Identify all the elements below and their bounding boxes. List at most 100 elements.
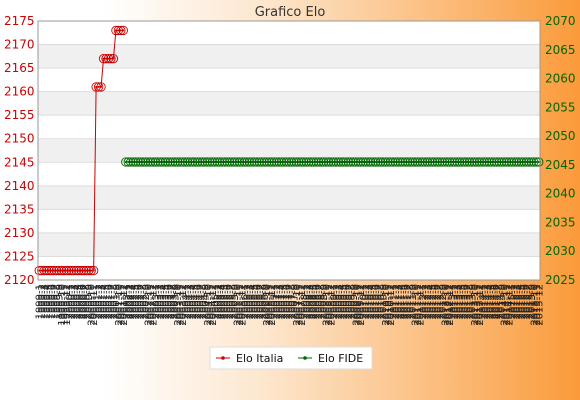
x-tick-label: 2002-11: [146, 284, 157, 326]
right-tick-label: 2040: [545, 187, 576, 201]
x-tick-label: 2003-5: [161, 284, 172, 319]
data-point-ring: [96, 82, 106, 92]
data-point: [109, 57, 112, 60]
x-tick-label: 2009-4: [336, 284, 347, 319]
x-tick-label: 2015-11: [532, 284, 543, 326]
data-point-ring: [118, 25, 128, 36]
x-tick-label: 2004-2: [183, 284, 194, 319]
x-tick-label: 2002-2: [124, 284, 135, 319]
x-tick-label: 2006-7: [255, 284, 266, 319]
x-tick-label: 2012-10: [440, 284, 451, 326]
x-tick-label: 2001-4: [99, 284, 110, 319]
x-tick-label: 2011-11: [413, 284, 424, 326]
left-tick-label: 2165: [4, 61, 35, 75]
x-tick-label: 2007-2: [272, 284, 283, 319]
data-point: [90, 269, 93, 272]
legend-item-elo-italia[interactable]: Elo Italia: [216, 352, 283, 365]
x-tick-label: 2013-12: [475, 284, 486, 326]
x-tick-label: 1999-9: [55, 284, 66, 319]
left-tick-label: 2160: [4, 85, 35, 99]
x-tick-label: 2007-5: [280, 284, 291, 319]
legend-marker-elo-italia: [221, 356, 225, 360]
x-tick-label: 2002-8: [139, 284, 150, 319]
x-tick-label: 2007-4: [277, 284, 288, 319]
x-tick-label: 2001-7: [106, 284, 117, 319]
x-tick-label: 2000-3: [69, 284, 80, 319]
x-tick-label: 2010-8: [376, 284, 387, 319]
x-tick-label: 2010-9: [378, 284, 389, 319]
x-tick-label: 2007-7: [285, 284, 296, 319]
x-tick-label: 2006-10: [262, 284, 273, 326]
legend-marker-elo-fide: [303, 356, 307, 360]
left-tick-label: 2130: [4, 226, 35, 240]
right-axis-ticks: 2025 2030 2035 2040 2045 2050 2055 2060 2065 2070: [545, 14, 576, 287]
grid-band: [38, 232, 540, 257]
x-tick-label: 2002-5: [131, 284, 142, 319]
legend-item-elo-fide[interactable]: Elo FIDE: [298, 352, 363, 365]
x-tick-label: 2008-7: [314, 284, 325, 319]
x-tick-label: 2009-11: [354, 284, 365, 326]
x-tick-label: 2004-4: [188, 284, 199, 319]
grid-band: [38, 138, 540, 163]
x-tick-label: 2000-10: [87, 284, 98, 326]
plot-area-border: [37, 20, 541, 281]
x-tick-label: 2008-11: [324, 284, 335, 326]
x-tick-label: 2015-6: [519, 284, 530, 319]
x-tick-label: 2014-5: [487, 284, 498, 319]
x-tick-label: 2004-12: [208, 284, 219, 326]
x-tick-label: 2009-6: [341, 284, 352, 319]
x-tick-label: 2000-7: [79, 284, 90, 319]
x-tick-label: 2013-2: [450, 284, 461, 319]
x-tick-label: 2000-8: [82, 284, 93, 319]
x-tick-label: 2013-9: [467, 284, 478, 319]
x-tick-label: 2014-8: [495, 284, 506, 319]
x-tick-label: 2000-5: [74, 284, 85, 319]
x-tick-label: 2005-7: [225, 284, 236, 319]
x-tick-label: 2006-9: [260, 284, 271, 319]
x-tick-label: 2013-10: [470, 284, 481, 326]
x-tick-label: 2001-11: [116, 284, 127, 326]
x-tick-label: 2001-2: [94, 284, 105, 319]
x-tick-label: 2005-11: [235, 284, 246, 326]
x-tick-label: 2006-4: [247, 284, 258, 319]
left-tick-label: 2150: [4, 132, 35, 146]
right-tick-label: 2030: [545, 244, 576, 258]
x-tick-label: 2015-8: [524, 284, 535, 319]
x-tick-label: 2006-11: [265, 284, 276, 326]
x-tick-label: 2008-3: [304, 284, 315, 319]
x-tick-label: 2010-4: [366, 284, 377, 319]
x-tick-label: 2001-1: [92, 284, 103, 319]
x-tick-label: 2012-8: [435, 284, 446, 319]
grid-band: [38, 44, 540, 69]
left-tick-label: 2120: [4, 273, 35, 287]
x-tick-label: 2011-12: [416, 284, 427, 326]
x-tick-label: 2007-8: [287, 284, 298, 319]
x-tick-label: 2011-8: [406, 284, 417, 319]
x-tick-label: 2008-2: [302, 284, 313, 319]
x-tick-label: 2009-3: [334, 284, 345, 319]
x-tick-label: 2004-9: [200, 284, 211, 319]
x-tick-label: 2013-5: [458, 284, 469, 319]
x-tick-label: 2004-5: [191, 284, 202, 319]
x-tick-label: 2015-4: [514, 284, 525, 319]
x-tick-label: 2004-10: [203, 284, 214, 326]
x-tick-label: 2002-1: [121, 284, 132, 319]
x-tick-label: 2004-1: [181, 284, 192, 319]
x-tick-label: 2010-12: [386, 284, 397, 326]
x-tick-label: 2006-12: [267, 284, 278, 326]
x-tick-label: 2013-6: [460, 284, 471, 319]
data-point: [119, 29, 122, 32]
x-tick-label: 2010-3: [364, 284, 375, 319]
right-tick-label: 2060: [545, 72, 576, 86]
x-tick-label: 2011-1: [388, 284, 399, 319]
x-tick-label: 2012-4: [425, 284, 436, 319]
data-point-ring: [534, 157, 544, 167]
data-point: [97, 85, 100, 88]
x-tick-label: 2004-6: [193, 284, 204, 319]
x-tick-label: 2011-7: [403, 284, 414, 319]
legend-label-elo-italia: Elo Italia: [236, 352, 283, 365]
x-tick-label: 2001-9: [111, 284, 122, 319]
legend: Elo Italia Elo FIDE: [209, 346, 373, 370]
left-tick-label: 2145: [4, 155, 35, 169]
